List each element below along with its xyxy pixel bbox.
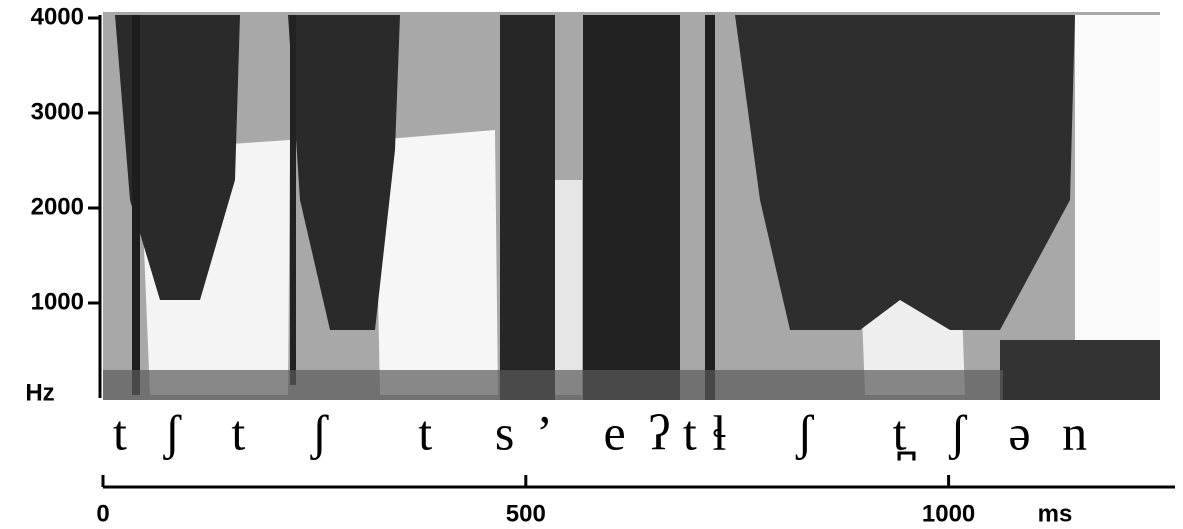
segment-label: t [231,404,245,460]
segment-label: ɬ [712,404,726,460]
x-tick-label: 0 [96,500,109,527]
x-tick-label: 1000 [922,500,975,527]
segment-label: t̪ [893,404,917,460]
segment-label: ʔ [648,404,670,460]
y-tick-label: 3000 [31,98,84,125]
y-tick-label: 2000 [31,193,84,220]
segment-label: s [495,404,514,460]
y-axis-label: Hz [25,379,54,406]
segment-label: t [683,404,697,460]
segment-label: ʃ [949,404,968,460]
segment-label: t [113,404,127,460]
x-tick-label: 500 [506,500,546,527]
segment-label: ʃ [310,404,329,460]
chart: Hz ms 100020003000400005001000tʃtʃts’eʔt… [0,0,1183,529]
segment-label: ’ [536,404,553,460]
segment-label: n [1062,404,1087,460]
segment-label: ʃ [163,404,182,460]
segment-label: ʃ [796,404,815,460]
spectrogram-image [103,12,1160,400]
y-tick-label: 4000 [31,3,84,30]
segment-label: t [418,404,432,460]
y-tick-label: 1000 [31,288,84,315]
segment-label: ə [1009,404,1031,460]
segment-label: e [603,404,625,460]
x-axis-label: ms [1038,500,1073,527]
